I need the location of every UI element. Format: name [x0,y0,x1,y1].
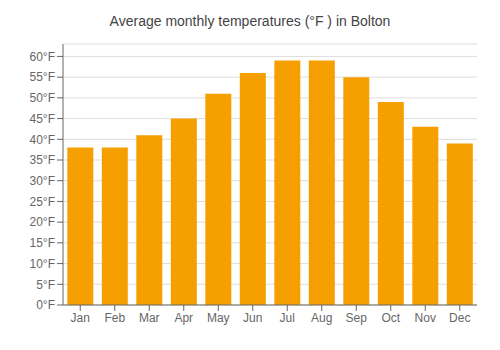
svg-text:Feb: Feb [104,311,125,325]
svg-text:May: May [207,311,230,325]
svg-text:10°F: 10°F [30,257,55,271]
html-text:Average monthly temperatures (: Average monthly temperatures (°F ) in Bo… [109,13,391,29]
svg-text:Sep: Sep [346,311,368,325]
svg-text:55°F: 55°F [30,70,55,84]
svg-text:20°F: 20°F [30,215,55,229]
svg-text:Oct: Oct [381,311,400,325]
svg-text:60°F: 60°F [30,50,55,64]
svg-text:Jun: Jun [243,311,262,325]
svg-text:50°F: 50°F [30,91,55,105]
svg-text:Jul: Jul [280,311,295,325]
svg-text:Apr: Apr [174,311,193,325]
svg-text:35°F: 35°F [30,153,55,167]
svg-text:Aug: Aug [311,311,332,325]
svg-text:Jan: Jan [71,311,90,325]
svg-text:25°F: 25°F [30,195,55,209]
svg-text:40°F: 40°F [30,133,55,147]
svg-text:5°F: 5°F [36,278,55,292]
svg-text:45°F: 45°F [30,112,55,126]
svg-text:15°F: 15°F [30,236,55,250]
svg-text:Nov: Nov [415,311,436,325]
svg-text:30°F: 30°F [30,174,55,188]
svg-text:0°F: 0°F [36,298,55,312]
svg-text:Dec: Dec [449,311,470,325]
svg-text:Mar: Mar [139,311,160,325]
